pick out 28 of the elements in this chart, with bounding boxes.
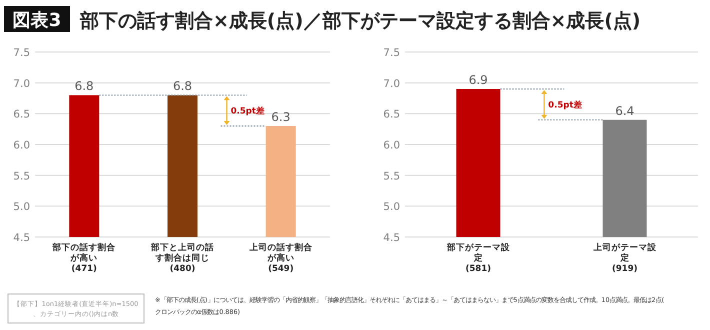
- y-tick-label: 6.0: [383, 140, 400, 152]
- chart-title: 部下の話す割合×成長(点)／部下がテーマ設定する割合×成長(点): [79, 10, 641, 32]
- text: 図表3: [12, 10, 62, 31]
- y-tick-label: 4.5: [383, 232, 400, 244]
- data-label: 6.8: [172, 79, 192, 94]
- data-label: 6.8: [74, 79, 94, 94]
- y-tick-label: 7.5: [13, 47, 30, 59]
- x-tick-label: 部下と上司の話す割合は同じ(480): [150, 242, 214, 274]
- y-tick-label: 5.0: [383, 201, 400, 214]
- y-tick-label: 6.0: [13, 140, 30, 152]
- y-tick-label: 7.5: [383, 47, 400, 59]
- y-tick-label: 4.5: [13, 232, 30, 244]
- y-tick-label: 6.5: [383, 108, 400, 121]
- y-tick-label: 5.5: [383, 170, 400, 182]
- data-label: 6.3: [271, 110, 290, 124]
- y-tick-label: 7.0: [383, 78, 400, 90]
- x-tick-label: 上司の話す割合が高い(549): [248, 242, 314, 274]
- data-label: 6.9: [468, 73, 488, 87]
- x-tick-label: 部下の話す割合が高い(471): [52, 242, 117, 274]
- y-tick-label: 5.5: [13, 170, 30, 182]
- x-tick-label: 上司がテーマ設定(919): [592, 242, 658, 274]
- data-label: 6.4: [615, 104, 634, 118]
- annotation: 0.5pt差: [548, 99, 582, 110]
- y-tick-label: 7.0: [13, 78, 30, 90]
- annotation: 0.5pt差: [230, 106, 265, 117]
- y-tick-label: 6.5: [13, 108, 30, 121]
- y-tick-label: 5.0: [13, 201, 30, 214]
- x-tick-label: 部下がテーマ設定(581): [446, 242, 511, 274]
